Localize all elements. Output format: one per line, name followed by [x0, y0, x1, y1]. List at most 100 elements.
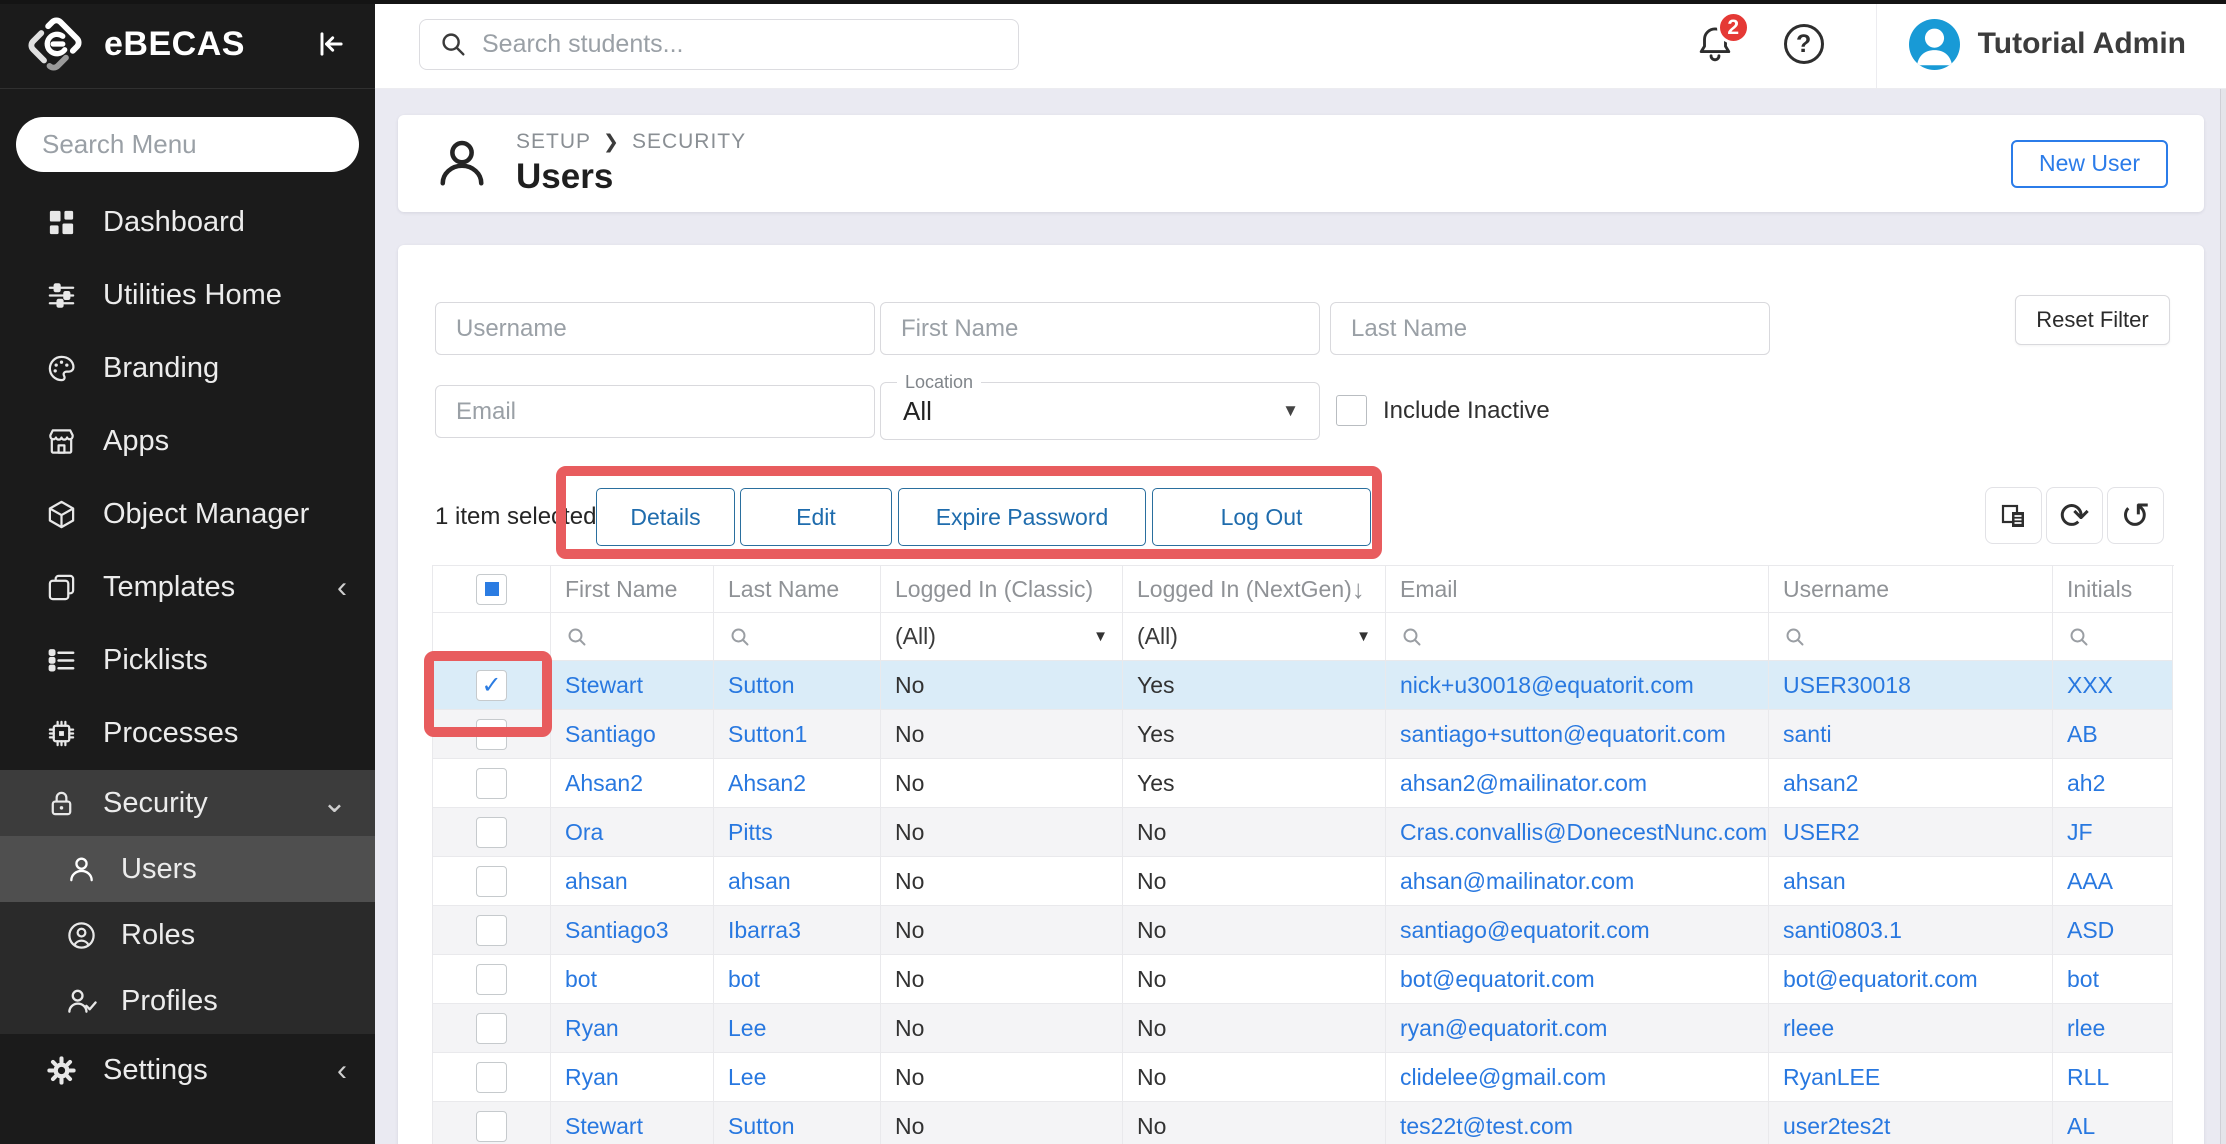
cell-username[interactable]: rleee [1769, 1004, 2053, 1053]
sidebar-item-object-manager[interactable]: Object Manager [0, 478, 375, 551]
user-menu[interactable]: Tutorial Admin [1877, 18, 2226, 70]
sidebar-item-profiles[interactable]: Profiles [0, 968, 375, 1034]
row-checkbox-cell[interactable] [433, 1102, 551, 1144]
sidebar-item-templates[interactable]: Templates ‹ [0, 551, 375, 624]
row-checkbox[interactable] [476, 718, 507, 750]
edit-button[interactable]: Edit [740, 488, 892, 546]
cell-first-name[interactable]: Ahsan2 [551, 759, 714, 808]
history-button[interactable]: ↺ [2107, 487, 2164, 544]
row-checkbox-cell[interactable] [433, 1004, 551, 1053]
cell-last-name[interactable]: Sutton [714, 1102, 881, 1144]
include-inactive[interactable]: Include Inactive [1336, 395, 1550, 426]
row-checkbox[interactable] [476, 914, 507, 946]
table-row[interactable]: Santiago3 Ibarra3 No No santiago@equator… [433, 906, 2174, 955]
cell-last-name[interactable]: Lee [714, 1004, 881, 1053]
filter-first-name[interactable] [551, 613, 714, 661]
location-select[interactable]: Location All ▼ [880, 372, 1320, 440]
student-search-input[interactable] [482, 29, 982, 59]
email-filter-input[interactable] [435, 385, 875, 438]
cell-username[interactable]: santi [1769, 710, 2053, 759]
username-filter-input[interactable] [435, 302, 875, 355]
cell-first-name[interactable]: Ryan [551, 1053, 714, 1102]
reset-filter-button[interactable]: Reset Filter [2015, 295, 2170, 345]
table-row[interactable]: Ora Pitts No No Cras.convallis@DonecestN… [433, 808, 2174, 857]
row-checkbox-cell[interactable] [433, 759, 551, 808]
cell-username[interactable]: ahsan [1769, 857, 2053, 906]
col-header-first-name[interactable]: First Name [551, 566, 714, 613]
row-checkbox-cell[interactable] [433, 955, 551, 1004]
select-all-checkbox[interactable] [476, 573, 507, 605]
cell-username[interactable]: USER30018 [1769, 661, 2053, 710]
notifications-button[interactable]: 2 [1694, 11, 1750, 65]
cell-initials[interactable]: ASD [2053, 906, 2173, 955]
table-row[interactable]: ✓ Stewart Sutton No Yes nick+u30018@equa… [433, 661, 2174, 710]
cell-initials[interactable]: XXX [2053, 661, 2173, 710]
sidebar-item-apps[interactable]: Apps [0, 405, 375, 478]
row-checkbox[interactable] [476, 767, 507, 799]
sidebar-item-processes[interactable]: Processes [0, 697, 375, 770]
details-button[interactable]: Details [596, 488, 735, 546]
cell-first-name[interactable]: Stewart [551, 1102, 714, 1144]
help-button[interactable]: ? [1783, 24, 1824, 64]
cell-username[interactable]: bot@equatorit.com [1769, 955, 2053, 1004]
cell-last-name[interactable]: Sutton1 [714, 710, 881, 759]
cell-last-name[interactable]: ahsan [714, 857, 881, 906]
cell-initials[interactable]: ah2 [2053, 759, 2173, 808]
col-header-email[interactable]: Email [1386, 566, 1769, 613]
cell-first-name[interactable]: ahsan [551, 857, 714, 906]
col-header-last-name[interactable]: Last Name [714, 566, 881, 613]
cell-email[interactable]: ahsan2@mailinator.com [1386, 759, 1769, 808]
cell-first-name[interactable]: Stewart [551, 661, 714, 710]
cell-initials[interactable]: AAA [2053, 857, 2173, 906]
cell-first-name[interactable]: Ora [551, 808, 714, 857]
col-header-username[interactable]: Username [1769, 566, 2053, 613]
sidebar-item-utilities-home[interactable]: Utilities Home [0, 259, 375, 332]
sidebar-item-branding[interactable]: Branding [0, 332, 375, 405]
cell-email[interactable]: santiago@equatorit.com [1386, 906, 1769, 955]
row-checkbox-cell[interactable] [433, 857, 551, 906]
col-header-logged-in-nextgen[interactable]: Logged In (NextGen) ↓ [1123, 566, 1386, 613]
cell-last-name[interactable]: Pitts [714, 808, 881, 857]
row-checkbox[interactable] [476, 1012, 507, 1044]
page-scrollbar[interactable] [2220, 89, 2226, 1144]
filter-username[interactable] [1769, 613, 2053, 661]
col-header-initials[interactable]: Initials [2053, 566, 2173, 613]
row-checkbox-cell[interactable] [433, 808, 551, 857]
row-checkbox-cell[interactable] [433, 710, 551, 759]
row-checkbox[interactable] [476, 1061, 507, 1093]
last-name-filter-input[interactable] [1330, 302, 1770, 355]
new-user-button[interactable]: New User [2011, 139, 2168, 188]
filter-logged-in-nextgen[interactable]: (All) ▼ [1123, 613, 1386, 661]
cell-username[interactable]: santi0803.1 [1769, 906, 2053, 955]
cell-initials[interactable]: JF [2053, 808, 2173, 857]
cell-email[interactable]: ryan@equatorit.com [1386, 1004, 1769, 1053]
cell-email[interactable]: santiago+sutton@equatorit.com [1386, 710, 1769, 759]
table-row[interactable]: Ryan Lee No No ryan@equatorit.com rleee … [433, 1004, 2174, 1053]
filter-email[interactable] [1386, 613, 1769, 661]
cell-initials[interactable]: RLL [2053, 1053, 2173, 1102]
filter-initials[interactable] [2053, 613, 2173, 661]
cell-username[interactable]: USER2 [1769, 808, 2053, 857]
row-checkbox-cell[interactable]: ✓ [433, 661, 551, 710]
select-all-cell[interactable] [433, 566, 551, 613]
cell-first-name[interactable]: Ryan [551, 1004, 714, 1053]
cell-last-name[interactable]: Ahsan2 [714, 759, 881, 808]
sidebar-item-dashboard[interactable]: Dashboard [0, 186, 375, 259]
expire-password-button[interactable]: Expire Password [898, 488, 1146, 546]
table-row[interactable]: Ahsan2 Ahsan2 No Yes ahsan2@mailinator.c… [433, 759, 2174, 808]
cell-email[interactable]: tes22t@test.com [1386, 1102, 1769, 1144]
collapse-sidebar-icon[interactable] [313, 26, 349, 62]
cell-first-name[interactable]: bot [551, 955, 714, 1004]
table-row[interactable]: ahsan ahsan No No ahsan@mailinator.com a… [433, 857, 2174, 906]
breadcrumb-security[interactable]: SECURITY [631, 130, 747, 153]
sidebar-item-security[interactable]: Security ⌄ [0, 770, 375, 836]
cell-initials[interactable]: rlee [2053, 1004, 2173, 1053]
row-checkbox-cell[interactable] [433, 1053, 551, 1102]
table-row[interactable]: bot bot No No bot@equatorit.com bot@equa… [433, 955, 2174, 1004]
row-checkbox-cell[interactable] [433, 906, 551, 955]
row-checkbox[interactable] [476, 865, 507, 897]
cell-username[interactable]: user2tes2t [1769, 1102, 2053, 1144]
cell-initials[interactable]: AL [2053, 1102, 2173, 1144]
cell-email[interactable]: clidelee@gmail.com [1386, 1053, 1769, 1102]
cell-email[interactable]: Cras.convallis@DonecestNunc.com [1386, 808, 1769, 857]
